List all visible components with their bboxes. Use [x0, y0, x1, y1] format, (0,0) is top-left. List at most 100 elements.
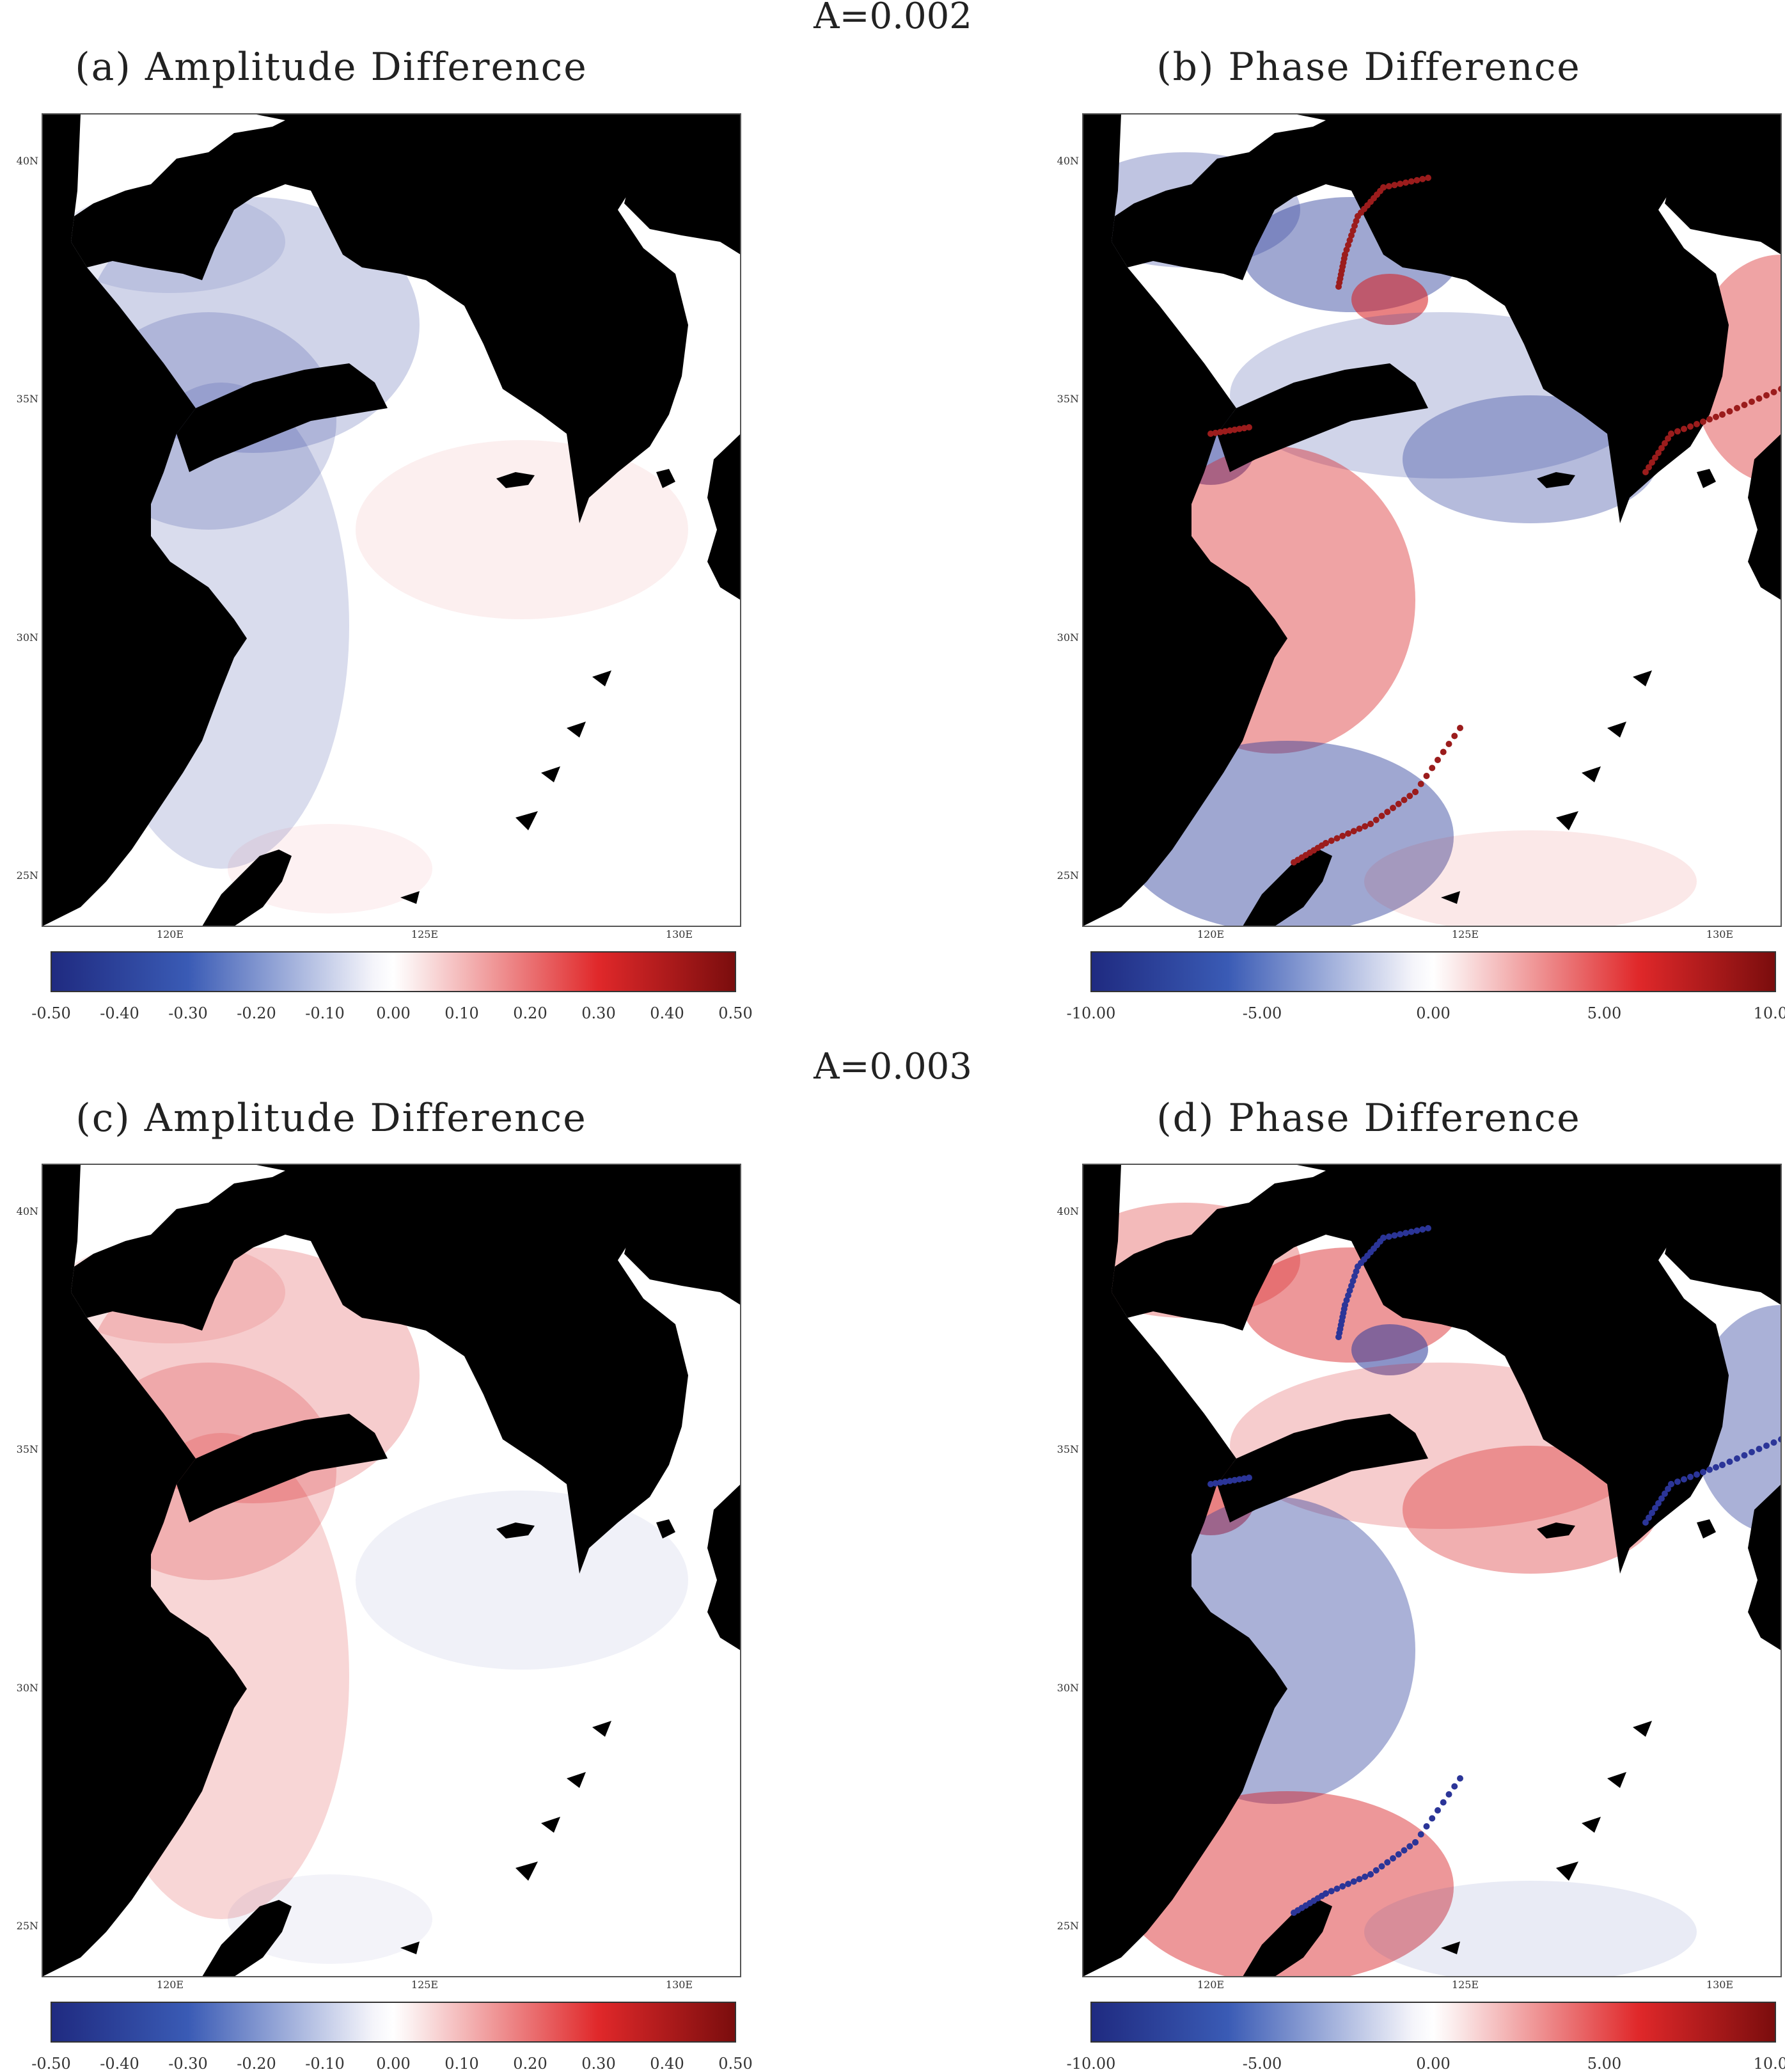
- land-mass: [1243, 1900, 1332, 1977]
- amphidromic-dot: [1741, 1452, 1748, 1459]
- amphidromic-dot: [1362, 1873, 1369, 1880]
- amphidromic-dot: [1726, 1459, 1733, 1465]
- colorbar-tick-label: -0.50: [31, 1004, 71, 1022]
- amphidromic-dot: [1350, 1878, 1357, 1885]
- amphidromic-dot: [1217, 429, 1223, 436]
- amphidromic-dot: [1417, 780, 1424, 787]
- contour-region: [1403, 395, 1658, 523]
- amphidromic-dot: [1397, 1231, 1404, 1238]
- amphidromic-dot: [1246, 1475, 1252, 1481]
- land-mass: [202, 850, 292, 926]
- land-mass: [1083, 114, 1287, 926]
- colorbar-tick-label: 0.50: [718, 2055, 752, 2072]
- amphidromic-dot: [1384, 1859, 1391, 1866]
- amphidromic-dot: [1425, 175, 1431, 181]
- land-mass: [42, 114, 247, 926]
- lon-tick-label: 130E: [1706, 1979, 1733, 1991]
- amphidromic-dot: [1662, 1491, 1668, 1497]
- colorbar-tick-label: -0.30: [168, 1004, 208, 1022]
- amphidromic-dot: [1457, 725, 1463, 731]
- land-mass: [1441, 1942, 1460, 1954]
- amphidromic-dot: [1323, 1890, 1329, 1897]
- amphidromic-dot: [1231, 426, 1238, 433]
- colorbar-tick-label: -0.20: [237, 1004, 276, 1022]
- amphidromic-dot: [1665, 1485, 1671, 1492]
- amphidromic-dot: [1642, 1519, 1649, 1526]
- amphidromic-dot: [1222, 428, 1229, 435]
- colorbar: [51, 951, 736, 992]
- colorbar-tick-label: -0.50: [31, 2055, 71, 2072]
- amphidromic-dot: [1222, 1478, 1229, 1485]
- amphidromic-dot: [1390, 1855, 1396, 1862]
- lon-tick-label: 125E: [1452, 1979, 1479, 1991]
- amphidromic-dot: [1378, 1863, 1385, 1870]
- land-mass: [1556, 1862, 1578, 1881]
- land-mass: [541, 1817, 560, 1833]
- amphidromic-dot: [1413, 1227, 1420, 1234]
- amphidromic-dot: [1350, 828, 1357, 835]
- row-title: A=0.002: [813, 0, 972, 37]
- amphidromic-dot: [1665, 435, 1671, 442]
- land-mass: [202, 1900, 292, 1977]
- land-mass: [400, 891, 420, 904]
- land-mass: [707, 1484, 741, 1650]
- amphidromic-dot: [1412, 789, 1419, 795]
- amphidromic-dot: [1749, 399, 1755, 405]
- amphidromic-dot: [1649, 459, 1655, 466]
- amphidromic-dot: [1391, 182, 1398, 189]
- lon-tick-label: 125E: [1452, 928, 1479, 940]
- amphidromic-dot: [1649, 1510, 1655, 1516]
- lon-tick-label: 125E: [411, 928, 438, 940]
- amphidromic-dot: [1391, 1232, 1398, 1239]
- amphidromic-dot: [1212, 429, 1219, 436]
- amphidromic-dot: [1646, 464, 1652, 471]
- land-mass: [496, 1522, 535, 1538]
- amphidromic-dot: [1328, 1888, 1335, 1895]
- colorbar-tick-label: 0.00: [1416, 2055, 1450, 2072]
- land-mass: [1697, 1519, 1716, 1538]
- amphidromic-dot: [1333, 1885, 1341, 1892]
- amphidromic-dot: [1406, 1843, 1413, 1850]
- land-mass: [1582, 766, 1601, 782]
- colorbar-tick-label: -0.10: [305, 1004, 345, 1022]
- contour-region: [1364, 1881, 1697, 1977]
- lon-tick-label: 130E: [666, 1979, 693, 1991]
- panel-title: (c) Amplitude Difference: [75, 1096, 586, 1141]
- amphidromic-dot: [1227, 427, 1233, 434]
- lat-tick-label: 40N: [17, 1205, 38, 1217]
- land-mass: [1633, 1721, 1652, 1737]
- land-mass: [515, 811, 538, 830]
- lat-tick-label: 35N: [17, 1443, 38, 1455]
- contour-region: [228, 1874, 432, 1964]
- amphidromic-dot: [1681, 1476, 1687, 1483]
- amphidromic-dot: [1445, 1791, 1452, 1798]
- amphidromic-dot: [1713, 413, 1719, 420]
- lon-tick-label: 130E: [666, 928, 693, 940]
- lat-tick-label: 40N: [1057, 155, 1079, 167]
- row-title: A=0.003: [813, 1046, 972, 1087]
- amphidromic-dot: [1207, 1481, 1214, 1487]
- amphidromic-dot: [1756, 1446, 1763, 1452]
- amphidromic-dot: [1227, 1478, 1233, 1484]
- amphidromic-dot: [1423, 773, 1430, 779]
- amphidromic-dot: [1642, 469, 1649, 475]
- amphidromic-dot: [1385, 1233, 1392, 1240]
- amphidromic-dot: [1726, 408, 1733, 415]
- amphidromic-dot: [1451, 732, 1458, 739]
- amphidromic-dot: [1397, 180, 1404, 187]
- amphidromic-dot: [1763, 1443, 1770, 1449]
- land-mass: [515, 1862, 538, 1881]
- land-mass: [1633, 670, 1652, 686]
- lon-tick-label: 120E: [1197, 928, 1224, 940]
- amphidromic-dot: [1719, 411, 1726, 418]
- amphidromic-dot: [1231, 1476, 1238, 1483]
- colorbar-tick-label: -10.00: [1067, 2055, 1116, 2072]
- amphidromic-dot: [1362, 823, 1369, 830]
- land-mass: [1607, 1772, 1626, 1788]
- amphidromic-dot: [1403, 1230, 1409, 1237]
- land-mass: [624, 1164, 741, 1305]
- lat-tick-label: 35N: [17, 393, 38, 405]
- amphidromic-dot: [1674, 1478, 1681, 1485]
- amphidromic-dot: [1734, 1455, 1740, 1462]
- map-0-1: [1083, 114, 1781, 926]
